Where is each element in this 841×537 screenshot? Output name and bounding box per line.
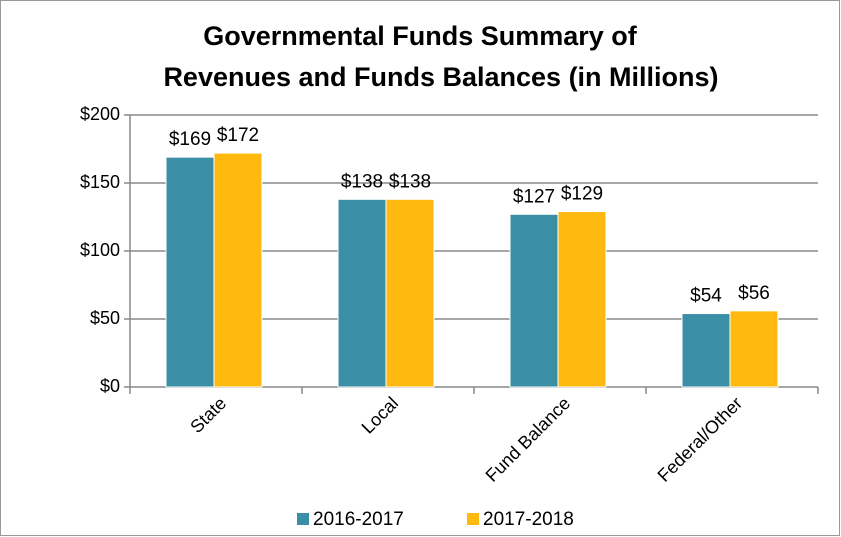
value-label: $54 bbox=[690, 286, 722, 307]
bar bbox=[729, 310, 779, 388]
value-label: $169 bbox=[169, 129, 211, 150]
legend-label: 2016-2017 bbox=[313, 509, 404, 530]
bar bbox=[557, 211, 607, 388]
y-tick-label: $150 bbox=[80, 172, 120, 192]
legend-label: 2017-2018 bbox=[483, 509, 574, 530]
bar bbox=[681, 313, 731, 388]
y-tick-label: $50 bbox=[90, 308, 120, 328]
y-tick-label: $200 bbox=[80, 104, 120, 124]
value-label: $127 bbox=[513, 186, 555, 207]
legend-swatch bbox=[467, 513, 479, 525]
value-label: $129 bbox=[561, 184, 603, 205]
value-label: $56 bbox=[738, 283, 770, 304]
bar bbox=[337, 198, 387, 388]
value-label: $172 bbox=[217, 125, 259, 146]
value-label: $138 bbox=[389, 171, 431, 192]
value-label: $138 bbox=[341, 171, 383, 192]
bar bbox=[509, 213, 559, 388]
bar bbox=[385, 198, 435, 388]
legend-swatch bbox=[297, 513, 309, 525]
y-tick-label: $100 bbox=[80, 240, 120, 260]
chart-title: Revenues and Funds Balances (in Millions… bbox=[163, 62, 718, 92]
y-tick-label: $0 bbox=[100, 376, 120, 396]
chart-title: Governmental Funds Summary of bbox=[203, 21, 638, 51]
bar bbox=[165, 156, 215, 388]
bar bbox=[213, 152, 263, 388]
